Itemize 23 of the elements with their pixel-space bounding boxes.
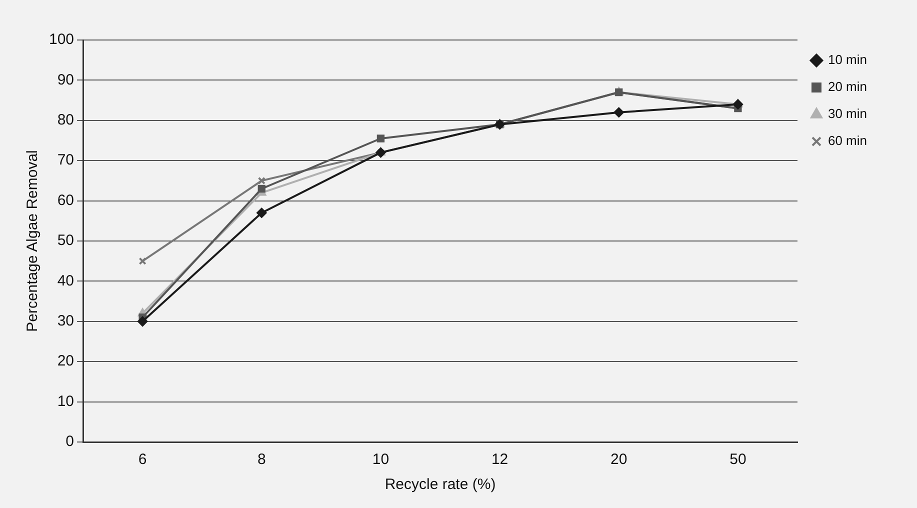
y-tick-label: 100 — [48, 31, 74, 48]
legend-label: 10 min — [828, 52, 868, 68]
x-tick-label: 10 — [372, 451, 390, 468]
y-axis-title: Percentage Algae Removal — [24, 150, 42, 332]
legend-label: 30 min — [828, 106, 868, 122]
y-tick-label: 80 — [57, 112, 74, 129]
y-tick-label: 30 — [57, 312, 74, 330]
y-tick-label: 90 — [57, 71, 74, 88]
y-tick-label: 20 — [57, 352, 74, 370]
x-tick-label: 8 — [257, 451, 266, 468]
y-tick-label: 0 — [66, 433, 74, 450]
legend-label: 20 min — [828, 79, 868, 94]
x-tick-label: 50 — [730, 451, 746, 468]
y-tick-label: 40 — [57, 272, 74, 290]
legend-label: 60 min — [828, 133, 868, 148]
y-tick-label: 10 — [57, 392, 74, 410]
x-tick-label: 12 — [491, 451, 508, 468]
x-axis-title: Recycle rate (%) — [384, 476, 496, 494]
y-tick-label: 50 — [57, 232, 74, 250]
y-tick-label: 60 — [57, 192, 74, 209]
y-tick-label: 70 — [57, 152, 74, 169]
x-tick-label: 6 — [138, 451, 147, 468]
x-tick-label: 20 — [610, 451, 628, 468]
